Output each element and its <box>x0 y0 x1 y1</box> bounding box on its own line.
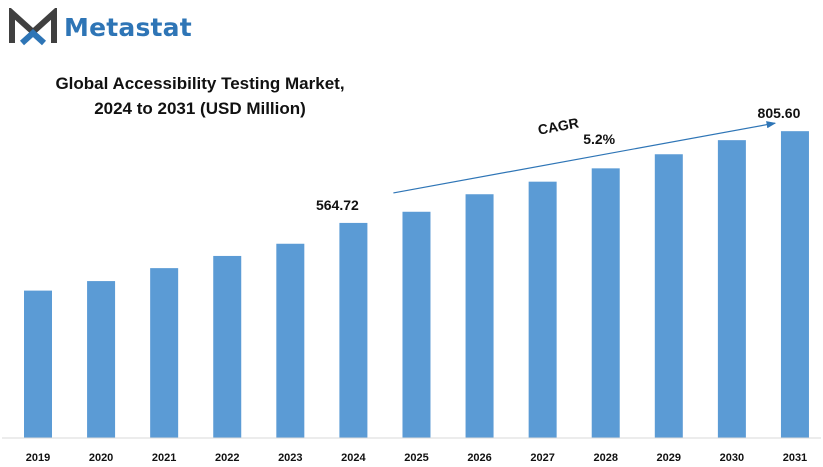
bar-2025 <box>402 211 431 438</box>
cagr-value: 5.2% <box>583 131 615 147</box>
bar-2024 <box>339 222 368 438</box>
bar-2023 <box>276 243 305 438</box>
metastat-m-icon <box>9 8 57 46</box>
x-tick-label: 2020 <box>89 452 113 464</box>
brand-logo: Metastat <box>8 8 192 46</box>
x-tick-label: 2026 <box>467 452 491 464</box>
cagr-arrow <box>393 121 777 194</box>
chart-title-line-1: Global Accessibility Testing Market, <box>55 74 345 93</box>
x-tick-label: 2029 <box>657 452 681 464</box>
x-tick-label: 2022 <box>215 452 239 464</box>
bar-2029 <box>654 154 683 438</box>
x-tick-label: 2019 <box>26 452 50 464</box>
bar-2027 <box>528 181 557 438</box>
bar-2019 <box>24 290 52 438</box>
bar-2020 <box>87 281 116 438</box>
bar-2030 <box>717 140 746 438</box>
chart-title: Global Accessibility Testing Market, 202… <box>20 72 380 121</box>
bar-2026 <box>465 194 494 438</box>
x-tick-label: 2031 <box>783 452 807 464</box>
x-tick-label: 2027 <box>530 452 554 464</box>
cagr-label: CAGR <box>537 115 580 138</box>
data-label-2024: 564.72 <box>316 197 359 213</box>
x-tick-label: 2023 <box>278 452 302 464</box>
bar-2028 <box>591 168 620 438</box>
bar-2022 <box>213 255 242 438</box>
x-tick-label: 2030 <box>720 452 744 464</box>
bar-2021 <box>150 268 179 438</box>
brand-name: Metastat <box>64 12 192 42</box>
x-tick-label: 2025 <box>404 452 428 464</box>
x-tick-label: 2024 <box>341 452 366 464</box>
x-tick-label: 2028 <box>593 452 617 464</box>
bar-2031 <box>780 131 809 438</box>
data-label-2031: 805.60 <box>758 105 801 121</box>
chart-title-line-2: 2024 to 2031 (USD Million) <box>94 98 306 118</box>
x-tick-label: 2021 <box>152 452 176 464</box>
